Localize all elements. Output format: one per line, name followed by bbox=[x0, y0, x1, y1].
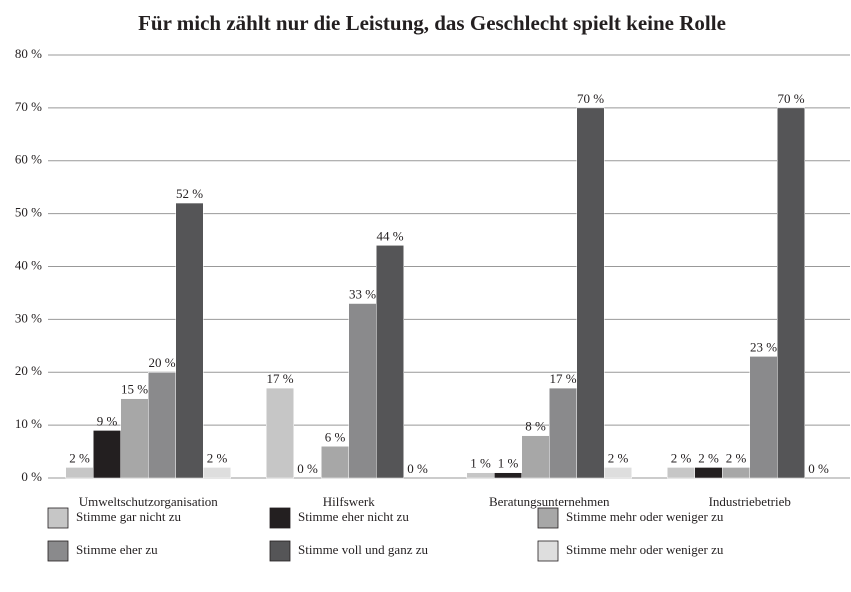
bar bbox=[348, 303, 377, 479]
legend-swatch bbox=[47, 507, 69, 529]
bar bbox=[667, 467, 695, 479]
legend-label: Stimme mehr oder weniger zu bbox=[566, 542, 724, 557]
legend-swatch bbox=[269, 507, 291, 529]
legend-swatch bbox=[537, 540, 559, 562]
legend-swatch bbox=[269, 540, 291, 562]
bar bbox=[521, 435, 550, 479]
bar bbox=[120, 398, 149, 479]
data-label: 2 % bbox=[608, 450, 629, 465]
bar bbox=[321, 446, 349, 479]
bar bbox=[576, 107, 605, 479]
bar bbox=[722, 467, 750, 479]
data-label: 0 % bbox=[297, 461, 318, 476]
legend-label: Stimme gar nicht zu bbox=[76, 509, 182, 524]
bar bbox=[376, 245, 404, 479]
data-label: 6 % bbox=[325, 429, 346, 444]
data-label: 2 % bbox=[726, 450, 747, 465]
bar bbox=[148, 372, 176, 479]
data-label: 1 % bbox=[498, 456, 519, 471]
legend-swatch bbox=[47, 540, 69, 562]
chart-title: Für mich zählt nur die Leistung, das Ges… bbox=[138, 11, 726, 35]
data-label: 0 % bbox=[407, 461, 428, 476]
data-label: 44 % bbox=[376, 228, 403, 243]
data-label: 8 % bbox=[525, 419, 546, 434]
data-label: 52 % bbox=[176, 186, 203, 201]
legend-label: Stimme eher zu bbox=[76, 542, 158, 557]
bar bbox=[749, 356, 778, 479]
bar bbox=[604, 467, 632, 479]
y-tick-label: 30 % bbox=[15, 310, 42, 325]
data-label: 23 % bbox=[750, 339, 777, 354]
y-tick-label: 50 % bbox=[15, 205, 42, 220]
y-tick-label: 40 % bbox=[15, 257, 42, 272]
data-label: 1 % bbox=[470, 456, 491, 471]
x-tick-label: Hilfswerk bbox=[323, 494, 375, 509]
legend-label: Stimme voll und ganz zu bbox=[298, 542, 428, 557]
y-tick-label: 80 % bbox=[15, 46, 42, 61]
bar bbox=[266, 387, 294, 479]
bar bbox=[93, 430, 121, 479]
y-tick-label: 10 % bbox=[15, 416, 42, 431]
bar bbox=[175, 202, 204, 479]
bar bbox=[549, 387, 577, 479]
x-tick-label: Umweltschutzorganisation bbox=[79, 494, 219, 509]
data-label: 2 % bbox=[207, 450, 228, 465]
y-tick-label: 60 % bbox=[15, 152, 42, 167]
bar bbox=[494, 472, 522, 479]
bar bbox=[777, 107, 805, 479]
y-tick-label: 20 % bbox=[15, 363, 42, 378]
data-label: 17 % bbox=[266, 371, 293, 386]
legend-label: Stimme eher nicht zu bbox=[298, 509, 409, 524]
x-tick-label: Industriebetrieb bbox=[709, 494, 791, 509]
y-tick-label: 0 % bbox=[21, 469, 42, 484]
bar bbox=[466, 472, 495, 479]
data-label: 70 % bbox=[577, 91, 604, 106]
data-label: 2 % bbox=[69, 450, 90, 465]
bar bbox=[65, 467, 94, 479]
data-label: 20 % bbox=[148, 355, 175, 370]
legend-label: Stimme mehr oder weniger zu bbox=[566, 509, 724, 524]
data-label: 70 % bbox=[777, 91, 804, 106]
data-label: 15 % bbox=[121, 382, 148, 397]
legend-swatch bbox=[537, 507, 559, 529]
bar bbox=[694, 467, 723, 479]
bar bbox=[203, 467, 231, 479]
data-label: 9 % bbox=[97, 413, 118, 428]
x-tick-label: Beratungsunternehmen bbox=[489, 494, 610, 509]
data-label: 2 % bbox=[671, 450, 692, 465]
data-label: 33 % bbox=[349, 286, 376, 301]
data-label: 17 % bbox=[549, 371, 576, 386]
data-label: 2 % bbox=[698, 450, 719, 465]
data-label: 0 % bbox=[808, 461, 829, 476]
y-tick-label: 70 % bbox=[15, 99, 42, 114]
